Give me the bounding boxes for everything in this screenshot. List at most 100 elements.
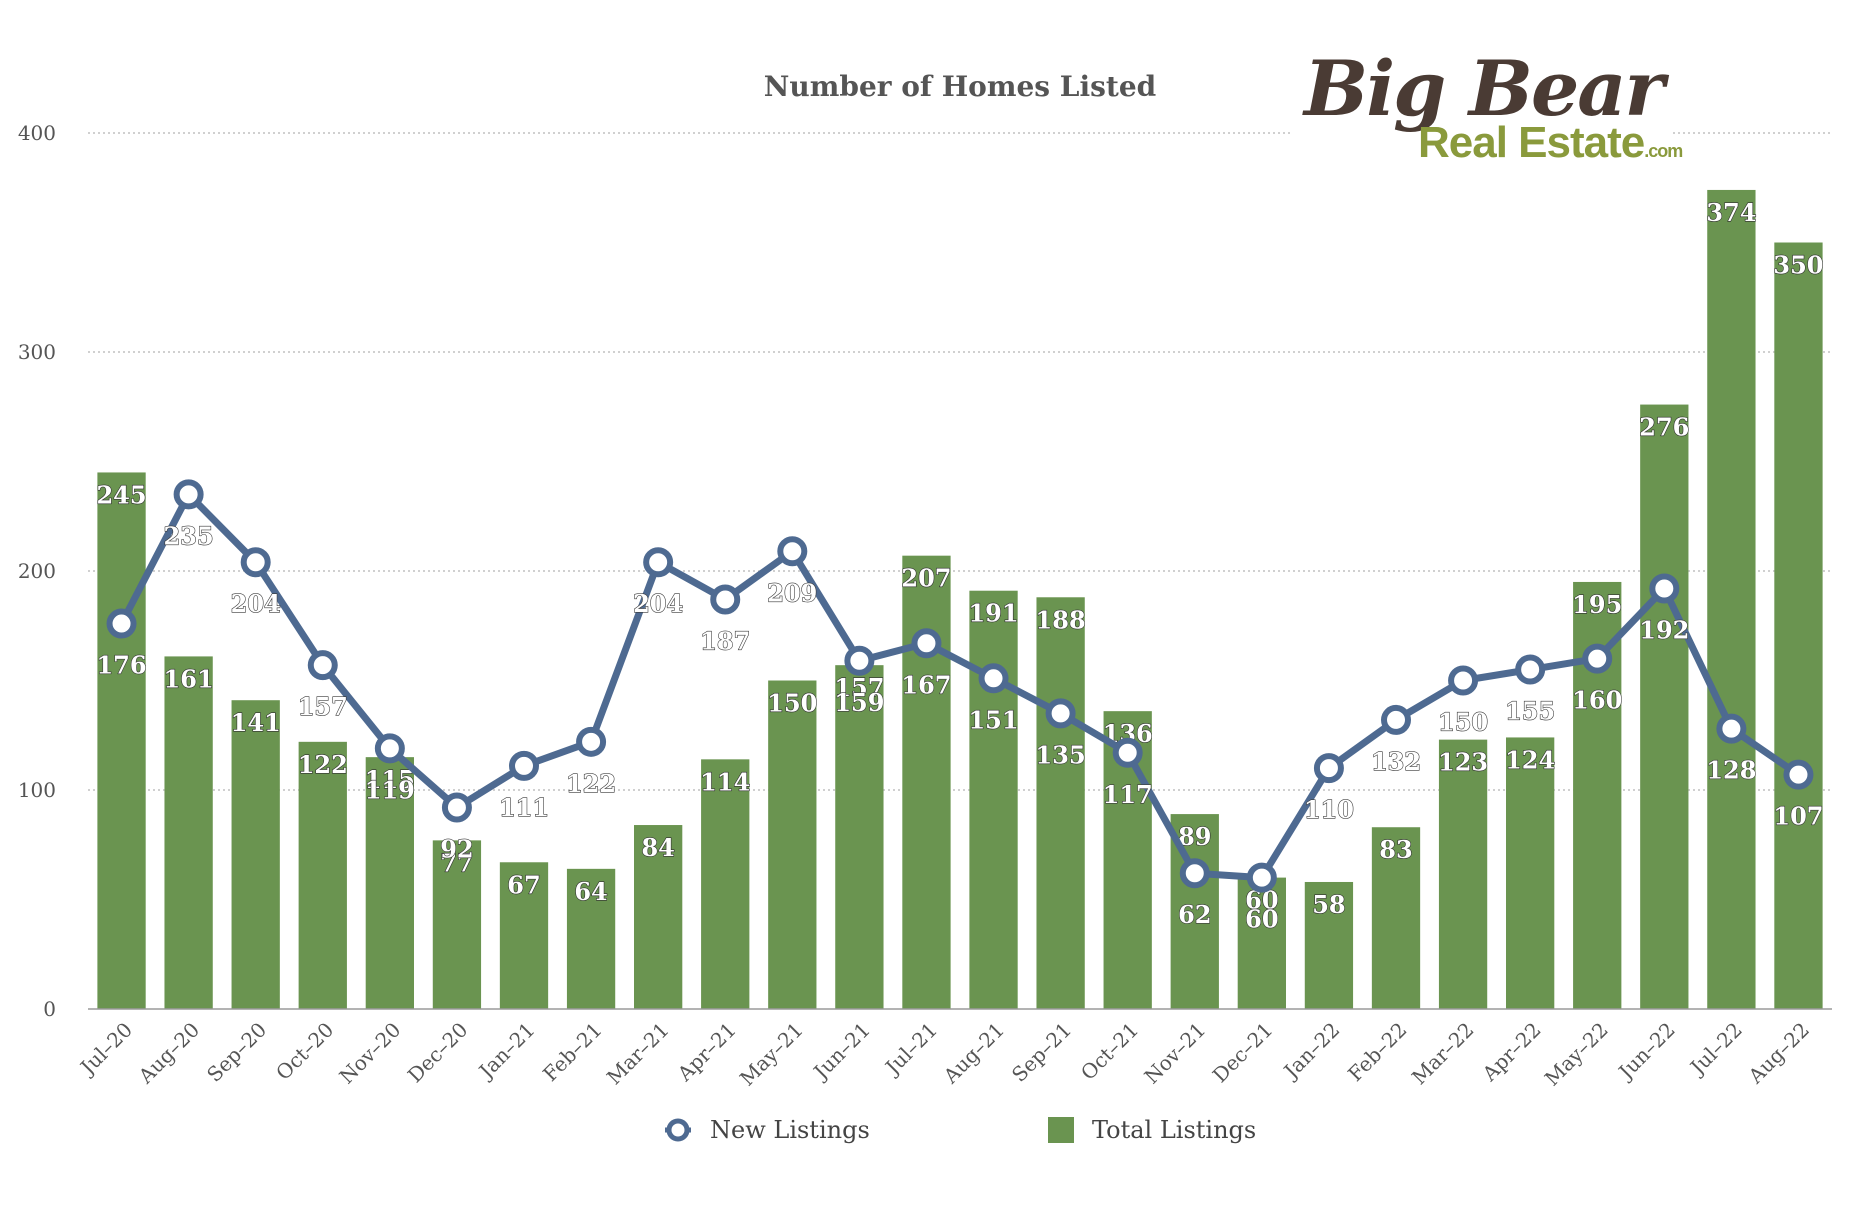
point-new-listings (173, 479, 204, 510)
bar-value-label: 141 (231, 708, 281, 737)
logo-main-text: Big Bear (1304, 44, 1665, 133)
bar-value-label: 122 (298, 750, 348, 779)
line-value-label: 167 (901, 670, 951, 699)
line-value-label: 135 (1036, 740, 1086, 769)
logo-sub-word: Real Estate (1418, 118, 1645, 167)
x-tick-label: Oct–21 (1076, 1018, 1143, 1085)
bar-value-label: 77 (440, 848, 473, 877)
line-value-label: 157 (298, 692, 348, 721)
bar-total-listings (634, 825, 683, 1009)
bar-total-listings (97, 472, 146, 1009)
bar-value-label: 124 (1505, 745, 1555, 774)
line-value-label: 62 (1178, 900, 1211, 929)
y-tick-label: 300 (18, 340, 56, 364)
bar-value-label: 58 (1312, 890, 1345, 919)
bar-value-label: 84 (641, 833, 674, 862)
point-new-listings (777, 536, 808, 567)
line-value-label: 110 (1304, 795, 1354, 824)
bar-value-label: 188 (1036, 605, 1086, 634)
x-tick-label: Nov–20 (334, 1018, 405, 1089)
x-tick-label: Aug–22 (1743, 1018, 1814, 1089)
x-tick-label: Oct–20 (271, 1018, 338, 1085)
x-tick-label: Jan–21 (473, 1018, 540, 1085)
bar-value-label: 195 (1572, 590, 1622, 619)
x-tick-label: Feb–22 (1343, 1018, 1412, 1087)
bar-value-label: 207 (901, 564, 951, 593)
line-value-label: 122 (566, 769, 616, 798)
line-value-label: 155 (1505, 697, 1555, 726)
legend-marker-swatch (666, 1118, 690, 1142)
bar-total-listings (1640, 404, 1689, 1009)
line-value-label: 107 (1773, 802, 1823, 831)
line-value-label: 192 (1639, 616, 1689, 645)
line-value-label: 187 (700, 626, 750, 655)
bar-total-listings (1371, 827, 1421, 1009)
bar-total-listings (1438, 739, 1488, 1009)
line-value-label: 132 (1371, 747, 1421, 776)
point-new-listings (844, 645, 875, 676)
x-tick-label: Sep–20 (202, 1018, 271, 1087)
bar-total-listings (365, 757, 414, 1009)
bar-total-listings (1237, 877, 1286, 1009)
line-value-label: 204 (231, 589, 281, 618)
bar-total-listings (231, 700, 280, 1009)
bar-value-label: 64 (574, 877, 607, 906)
point-new-listings (1179, 858, 1210, 889)
bar-total-listings (432, 840, 482, 1009)
point-new-listings (978, 663, 1009, 694)
line-value-label: 119 (365, 775, 415, 804)
line-value-label: 176 (96, 651, 146, 680)
bar-value-label: 161 (164, 664, 214, 693)
bar-value-label: 245 (96, 480, 146, 509)
company-logo: Big Bear Real Estate.com (1290, 40, 1683, 180)
point-new-listings (240, 547, 271, 578)
x-tick-label: Jul–21 (879, 1018, 942, 1081)
y-tick-label: 400 (18, 121, 56, 145)
line-value-label: 92 (440, 835, 473, 864)
line-value-label: 235 (164, 521, 214, 550)
x-tick-label: Apr–21 (672, 1018, 741, 1087)
point-new-listings (1045, 698, 1076, 729)
bar-value-label: 123 (1438, 748, 1488, 777)
line-value-label: 151 (968, 705, 1018, 734)
bar-total-listings (298, 741, 347, 1009)
x-tick-label: Jul–20 (74, 1018, 137, 1081)
point-new-listings (1381, 704, 1411, 735)
legend-bar-swatch (1048, 1117, 1074, 1143)
x-tick-label: Aug–20 (133, 1018, 204, 1089)
bar-value-label: 374 (1706, 198, 1756, 227)
chart-title: Number of Homes Listed (764, 70, 1156, 103)
x-tick-label: Dec–20 (403, 1018, 473, 1088)
bar-total-listings (499, 862, 549, 1009)
x-tick-label: Jan–22 (1278, 1018, 1345, 1085)
bar-value-label: 191 (968, 599, 1018, 628)
point-new-listings (1582, 643, 1613, 674)
x-tick-label: Dec–21 (1208, 1018, 1278, 1088)
x-tick-label: Jun–22 (1613, 1018, 1680, 1085)
bar-total-listings (768, 680, 817, 1009)
bar-total-listings (1774, 242, 1823, 1009)
bar-value-label: 114 (700, 767, 750, 796)
logo-suffix: .com (1644, 141, 1683, 161)
point-new-listings (1448, 665, 1479, 696)
y-tick-label: 200 (18, 559, 56, 583)
bar-value-label: 350 (1773, 251, 1823, 280)
point-new-listings (1649, 573, 1680, 604)
point-new-listings (911, 628, 942, 659)
bar-total-listings (902, 555, 951, 1009)
bar-total-listings (701, 759, 750, 1009)
line-value-label: 159 (834, 688, 884, 717)
point-new-listings (643, 547, 674, 578)
point-new-listings (1783, 759, 1814, 790)
line-value-label: 60 (1245, 905, 1278, 934)
line-value-label: 128 (1706, 756, 1756, 785)
point-new-listings (1112, 737, 1143, 768)
point-new-listings (1246, 862, 1277, 893)
legend-label-new-listings: New Listings (710, 1116, 870, 1144)
line-value-label: 204 (633, 589, 683, 618)
logo-sub-text: Real Estate.com (1418, 118, 1683, 168)
point-new-listings (1716, 713, 1747, 744)
bar-total-listings (835, 665, 884, 1009)
bar-total-listings (164, 656, 213, 1009)
